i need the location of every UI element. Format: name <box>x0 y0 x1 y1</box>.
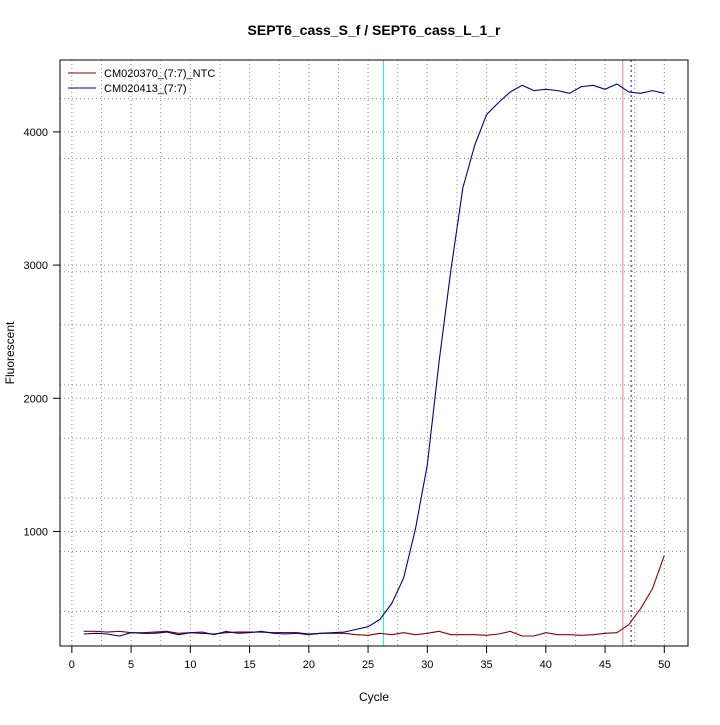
x-tick-label: 50 <box>658 659 670 671</box>
x-tick-label: 45 <box>599 659 611 671</box>
plot-border <box>59 59 689 647</box>
threshold-lines <box>382 60 632 646</box>
x-tick-label: 15 <box>243 659 255 671</box>
x-tick-label: 0 <box>69 659 75 671</box>
y-tick-label: 2000 <box>24 393 48 405</box>
y-tick-label: 3000 <box>24 260 48 272</box>
x-tick-label: 30 <box>421 659 433 671</box>
chart-title: SEPT6_cass_S_f / SEPT6_cass_L_1_r <box>248 22 502 38</box>
x-tick-label: 5 <box>128 659 134 671</box>
series-line-0 <box>83 555 665 637</box>
x-axis-label: Cycle <box>359 690 389 704</box>
x-tick-label: 20 <box>303 659 315 671</box>
legend-label-ntc: CM020370_(7:7)_NTC <box>104 68 215 80</box>
y-axis-label: Fluorescent <box>3 321 17 384</box>
y-tick-label: 4000 <box>24 127 48 139</box>
grid <box>60 60 688 646</box>
x-tick-label: 35 <box>480 659 492 671</box>
legend: CM020370_(7:7)_NTC CM020413_(7:7) <box>68 68 215 95</box>
axes: 0 5 10 15 20 25 30 35 40 45 50 1000 2000 3000 4000 <box>24 127 671 671</box>
x-tick-label: 10 <box>184 659 196 671</box>
series-line-1 <box>83 83 665 637</box>
legend-label-sample: CM020413_(7:7) <box>104 83 187 95</box>
y-tick-label: 1000 <box>24 526 48 538</box>
series-lines <box>83 83 665 637</box>
x-tick-label: 25 <box>362 659 374 671</box>
x-tick-label: 40 <box>540 659 552 671</box>
